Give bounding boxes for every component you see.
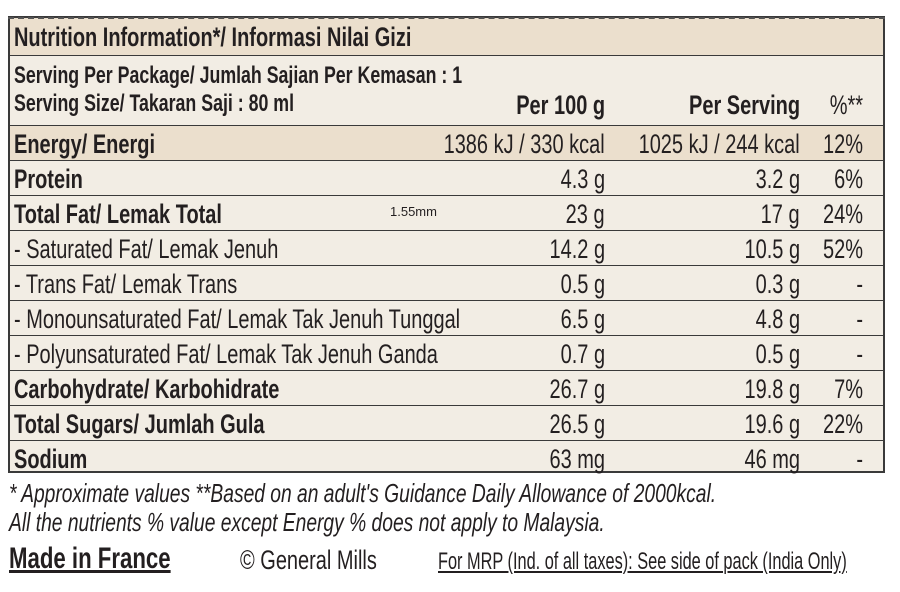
serving-row: Serving Per Package/ Jumlah Sajian Per K… [10,56,883,126]
nutrient-label: Total Fat/ Lemak Total [14,199,222,229]
per-serving-value: 3.2 g [755,164,800,194]
per100-value: 63 mg [549,444,605,474]
per100-value: 26.7 g [549,374,605,404]
per-serving-value: 19.8 g [744,374,800,404]
per100-value: 0.5 g [560,269,605,299]
nutrient-label: Protein [14,164,83,194]
nutrient-label: Energy/ Energi [14,129,156,159]
percent-value: 24% [823,199,863,229]
footnote-1: * Approximate values **Based on an adult… [9,478,717,508]
nutrient-row: Total Fat/ Lemak Total 23 g 17 g 24% 1.55mm [10,196,883,231]
per-serving-value: 17 g [761,199,800,229]
per-serving-value: 10.5 g [744,234,800,264]
per-serving-value: 0.3 g [755,269,800,299]
nutrient-row: - Monounsaturated Fat/ Lemak Tak Jenuh T… [10,301,883,336]
mrp-note: For MRP (Ind. of all taxes): See side of… [438,548,847,575]
nutrient-row: Protein 4.3 g 3.2 g 6% [10,161,883,196]
cut-line [8,17,885,19]
dimension-annotation: 1.55mm [390,204,437,219]
percent-value: - [856,304,863,334]
nutrient-label: Carbohydrate/ Karbohidrate [14,374,280,404]
nutrient-label: - Polyunsaturated Fat/ Lemak Tak Jenuh G… [14,339,438,369]
percent-value: - [856,444,863,474]
percent-value: 12% [823,129,863,159]
per-serving-value: 46 mg [744,444,800,474]
nutrient-row: - Trans Fat/ Lemak Trans 0.5 g 0.3 g - [10,266,883,301]
percent-value: - [856,269,863,299]
header-percent: %** [829,90,863,120]
per100-value: 14.2 g [549,234,605,264]
per100-value: 26.5 g [549,409,605,439]
per100-value: 1386 kJ / 330 kcal [443,129,605,159]
per-serving-value: 1025 kJ / 244 kcal [638,129,800,159]
per100-value: 0.7 g [560,339,605,369]
nutrient-row: - Polyunsaturated Fat/ Lemak Tak Jenuh G… [10,336,883,371]
nutrition-table: Nutrition Information*/ Informasi Nilai … [8,16,885,473]
per-serving-value: 4.8 g [755,304,800,334]
nutrient-label: - Monounsaturated Fat/ Lemak Tak Jenuh T… [14,304,461,334]
footnote-2: All the nutrients % value except Energy … [9,507,605,537]
nutrient-label: Sodium [14,444,88,474]
nutrient-label: Total Sugars/ Jumlah Gula [14,409,265,439]
nutrient-row: Total Sugars/ Jumlah Gula 26.5 g 19.6 g 22% [10,406,883,441]
nutrient-row: Sodium 63 mg 46 mg - [10,441,883,476]
per-serving-value: 19.6 g [744,409,800,439]
header-per100: Per 100 g [516,90,605,120]
table-title: Nutrition Information*/ Informasi Nilai … [14,22,412,52]
percent-value: 7% [834,374,863,404]
nutrient-row: - Saturated Fat/ Lemak Jenuh 14.2 g 10.5 g… [10,231,883,266]
per100-value: 4.3 g [560,164,605,194]
serving-per-package: Serving Per Package/ Jumlah Sajian Per K… [14,62,463,89]
percent-value: - [856,339,863,369]
percent-value: 22% [823,409,863,439]
title-row: Nutrition Information*/ Informasi Nilai … [10,18,883,56]
percent-value: 6% [834,164,863,194]
percent-value: 52% [823,234,863,264]
header-per-serving: Per Serving [688,90,800,120]
copyright: © General Mills [240,545,377,575]
nutrient-row: Carbohydrate/ Karbohidrate 26.7 g 19.8 g 7% [10,371,883,406]
per100-value: 23 g [566,199,605,229]
nutrient-row: Energy/ Energi 1386 kJ / 330 kcal 1025 kJ … [10,126,883,161]
per100-value: 6.5 g [560,304,605,334]
made-in: Made in France [9,542,171,575]
per-serving-value: 0.5 g [755,339,800,369]
nutrient-label: - Trans Fat/ Lemak Trans [14,269,238,299]
serving-size: Serving Size/ Takaran Saji : 80 ml [14,90,295,117]
nutrient-label: - Saturated Fat/ Lemak Jenuh [14,234,279,264]
